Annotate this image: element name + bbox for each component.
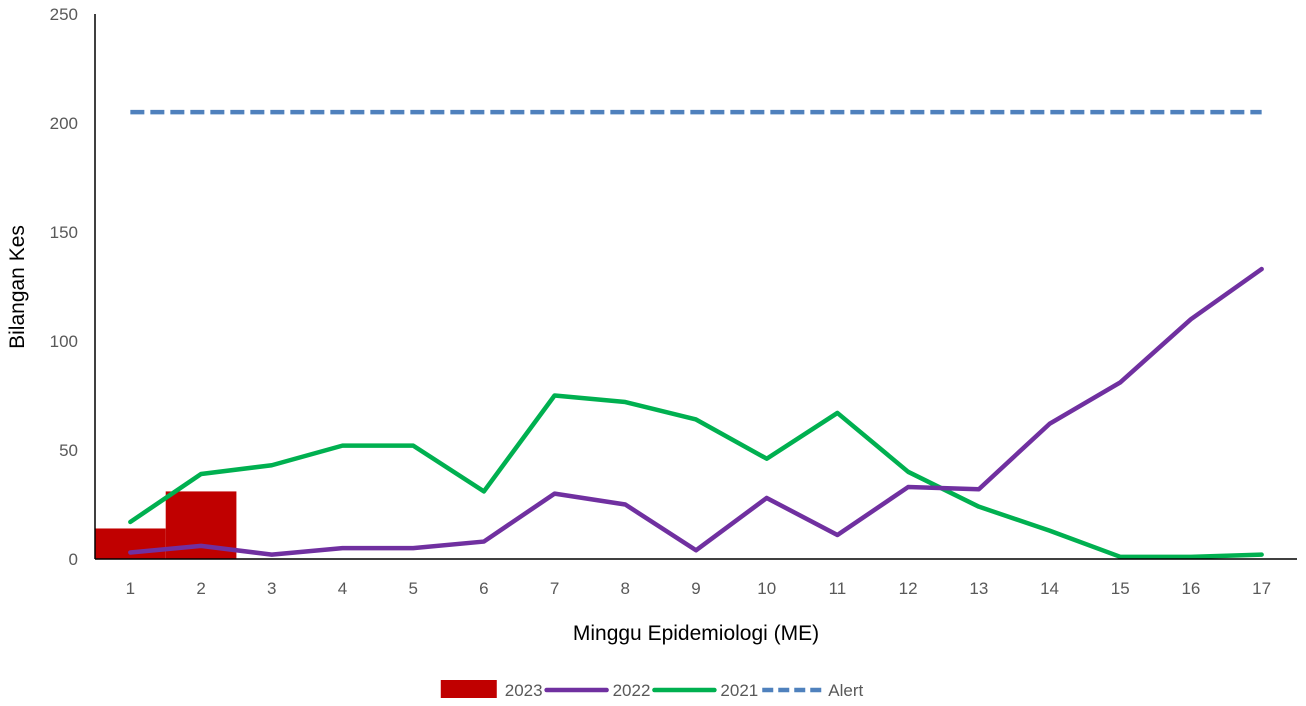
x-tick-label: 9 <box>691 579 700 598</box>
y-tick-label: 100 <box>50 332 78 351</box>
legend-item-2021: 2021 <box>652 681 758 700</box>
legend-label: 2021 <box>720 681 758 700</box>
x-tick-label: 16 <box>1181 579 1200 598</box>
legend-label: 2022 <box>613 681 651 700</box>
y-tick-label: 50 <box>59 441 78 460</box>
x-tick-label: 12 <box>899 579 918 598</box>
legend-label: 2023 <box>505 681 543 700</box>
x-tick-label: 4 <box>338 579 347 598</box>
y-tick-label: 150 <box>50 223 78 242</box>
y-tick-label: 250 <box>50 5 78 24</box>
x-tick-label: 11 <box>829 579 847 598</box>
x-tick-label: 14 <box>1040 579 1059 598</box>
axes-layer <box>94 14 1297 560</box>
x-tick-label: 2 <box>196 579 205 598</box>
x-tick-label: 17 <box>1252 579 1271 598</box>
y-axis-title: Bilangan Kes <box>6 225 29 349</box>
legend-label: Alert <box>828 681 863 700</box>
x-axis-title: Minggu Epidemiologi (ME) <box>573 622 819 645</box>
line-series-2021 <box>128 393 1264 560</box>
lines-layer <box>128 109 1264 560</box>
x-tick-label: 10 <box>757 579 776 598</box>
x-tick-label: 5 <box>408 579 417 598</box>
x-tick-label: 6 <box>479 579 488 598</box>
legend-item-2023: 2023 <box>440 680 543 700</box>
legend-swatch <box>440 680 497 698</box>
legend: 2023 2022 2021 Alert <box>440 680 863 700</box>
y-tick-label: 0 <box>69 550 78 569</box>
line-series-2022 <box>128 266 1264 557</box>
x-tick-label: 3 <box>267 579 276 598</box>
x-tick-label: 13 <box>969 579 988 598</box>
x-tick-label: 7 <box>550 579 559 598</box>
legend-item-2022: 2022 <box>544 681 651 700</box>
legend-item-Alert: Alert <box>762 681 863 700</box>
x-tick-label: 15 <box>1111 579 1130 598</box>
x-tick-label: 8 <box>621 579 630 598</box>
y-tick-label: 200 <box>50 114 78 133</box>
x-tick-label: 1 <box>126 579 135 598</box>
